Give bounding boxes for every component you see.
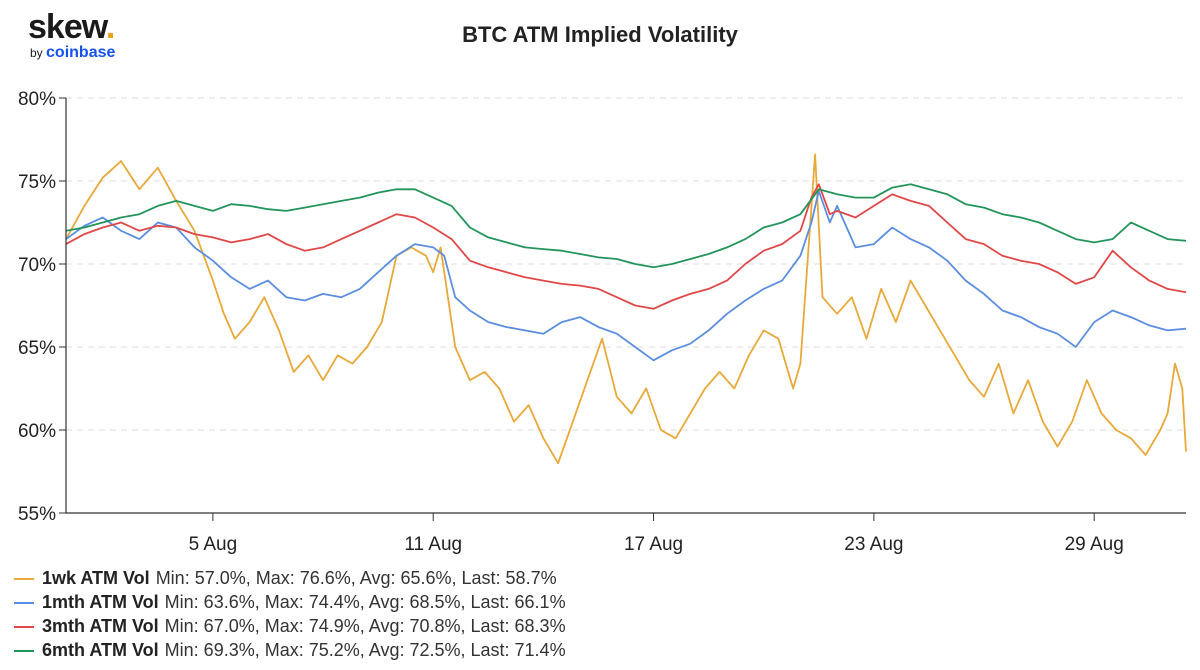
- legend-item[interactable]: 3mth ATM Vol Min: 67.0%, Max: 74.9%, Avg:…: [14, 614, 566, 638]
- series-line-3mth-atm-vol: [65, 183, 1187, 310]
- legend-series-stats: Min: 63.6%, Max: 74.4%, Avg: 68.5%, Last…: [164, 591, 566, 612]
- legend-swatch: [14, 578, 34, 580]
- brand-dot: .: [105, 8, 116, 46]
- legend-series-stats: Min: 67.0%, Max: 74.9%, Avg: 70.8%, Last…: [164, 615, 566, 636]
- legend-item[interactable]: 6mth ATM Vol Min: 69.3%, Max: 75.2%, Avg:…: [14, 638, 566, 662]
- y-tick-label: 60%: [18, 421, 56, 442]
- legend-series-name: 1mth ATM Vol: [42, 591, 159, 612]
- y-tick-label: 80%: [18, 89, 56, 110]
- chart-legend: 1wk ATM Vol Min: 57.0%, Max: 76.6%, Avg: …: [14, 566, 566, 662]
- legend-series-stats: Min: 69.3%, Max: 75.2%, Avg: 72.5%, Last…: [164, 639, 566, 660]
- y-tick-label: 65%: [18, 338, 56, 359]
- legend-swatch: [14, 602, 34, 604]
- legend-swatch: [14, 650, 34, 652]
- x-tick-label: 29 Aug: [1065, 534, 1124, 555]
- series-line-1wk-atm-vol: [65, 153, 1187, 465]
- brand-company: coinbase: [46, 44, 116, 61]
- axis-layer: 55% 60% 65% 70% 75% 80% 5 Aug 11 Aug 17 Aug 23 Au…: [18, 89, 1186, 555]
- legend-swatch: [14, 626, 34, 628]
- brand-logo: skew. by coinbase: [28, 10, 115, 62]
- chart-title: BTC ATM Implied Volatility: [462, 22, 738, 47]
- legend-series-stats: Min: 57.0%, Max: 76.6%, Avg: 65.6%, Last…: [155, 567, 557, 588]
- legend-item[interactable]: 1wk ATM Vol Min: 57.0%, Max: 76.6%, Avg: …: [14, 566, 566, 590]
- x-tick-label: 23 Aug: [844, 534, 903, 555]
- x-tick-label: 11 Aug: [404, 534, 462, 555]
- brand-wordmark: skew.: [28, 10, 115, 44]
- legend-series-name: 1wk ATM Vol: [42, 567, 150, 588]
- legend-item[interactable]: 1mth ATM Vol Min: 63.6%, Max: 74.4%, Avg:…: [14, 590, 566, 614]
- brand-name: skew: [28, 8, 107, 46]
- legend-series-name: 3mth ATM Vol: [42, 615, 159, 636]
- series-line-6mth-atm-vol: [65, 183, 1187, 269]
- series-line-1mth-atm-vol: [65, 190, 1187, 362]
- y-tick-label: 70%: [18, 255, 56, 276]
- brand-byline: by coinbase: [30, 44, 115, 62]
- x-tick-label: 17 Aug: [624, 534, 683, 555]
- y-tick-label: 75%: [18, 172, 56, 193]
- legend-series-name: 6mth ATM Vol: [42, 639, 159, 660]
- brand-by: by: [30, 46, 43, 60]
- grid-layer: [66, 97, 1186, 431]
- x-tick-label: 5 Aug: [189, 534, 238, 555]
- y-tick-label: 55%: [18, 504, 56, 525]
- series-layer: [65, 153, 1187, 465]
